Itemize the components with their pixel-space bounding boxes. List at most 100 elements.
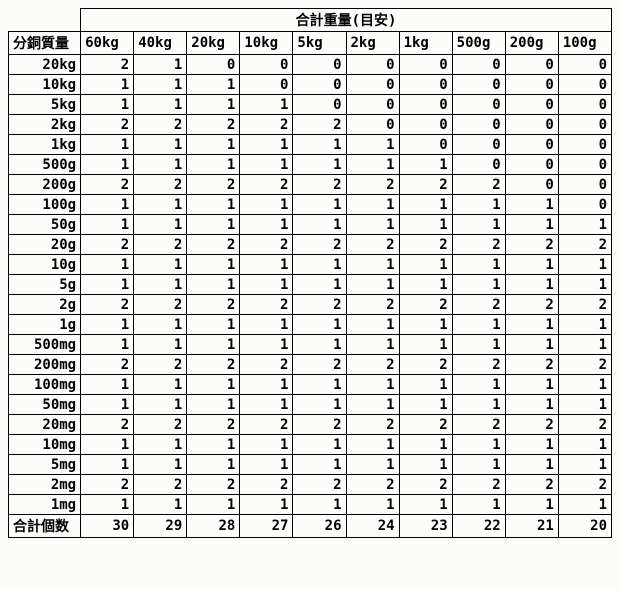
cell-value: 1 (81, 455, 134, 475)
cell-value: 2 (81, 235, 134, 255)
column-header: 5kg (293, 32, 346, 55)
cell-value: 1 (81, 395, 134, 415)
row-label: 200mg (9, 355, 81, 375)
cell-value: 1 (240, 315, 293, 335)
cell-value: 2 (134, 175, 187, 195)
cell-value: 0 (558, 195, 611, 215)
cell-value: 1 (505, 375, 558, 395)
column-header: 100g (558, 32, 611, 55)
cell-value: 1 (293, 395, 346, 415)
cell-value: 0 (558, 155, 611, 175)
cell-value: 2 (187, 115, 240, 135)
cell-value: 2 (293, 475, 346, 495)
cell-value: 1 (399, 195, 452, 215)
cell-value: 2 (452, 295, 505, 315)
cell-value: 1 (240, 335, 293, 355)
row-label: 50g (9, 215, 81, 235)
cell-value: 1 (399, 495, 452, 515)
cell-value: 1 (81, 275, 134, 295)
row-label: 2mg (9, 475, 81, 495)
column-header: 1kg (399, 32, 452, 55)
cell-value: 1 (187, 75, 240, 95)
cell-value: 2 (293, 355, 346, 375)
cell-value: 1 (346, 315, 399, 335)
cell-value: 2 (293, 175, 346, 195)
cell-value: 1 (240, 95, 293, 115)
cell-value: 1 (505, 495, 558, 515)
total-cell: 28 (187, 515, 240, 538)
cell-value: 2 (505, 235, 558, 255)
table-row: 2kg2222200000 (9, 115, 612, 135)
total-cell: 24 (346, 515, 399, 538)
cell-value: 0 (505, 95, 558, 115)
corner-blank (9, 9, 81, 32)
cell-value: 1 (558, 255, 611, 275)
cell-value: 0 (293, 95, 346, 115)
table-row: 1kg1111110000 (9, 135, 612, 155)
cell-value: 1 (346, 275, 399, 295)
cell-value: 1 (81, 135, 134, 155)
cell-value: 1 (134, 375, 187, 395)
row-label: 1kg (9, 135, 81, 155)
cell-value: 2 (134, 295, 187, 315)
table-row: 20mg2222222222 (9, 415, 612, 435)
cell-value: 1 (187, 275, 240, 295)
cell-value: 1 (452, 435, 505, 455)
cell-value: 1 (346, 135, 399, 155)
cell-value: 0 (399, 115, 452, 135)
cell-value: 2 (346, 355, 399, 375)
cell-value: 0 (452, 135, 505, 155)
cell-value: 1 (558, 335, 611, 355)
cell-value: 1 (346, 195, 399, 215)
cell-value: 1 (558, 495, 611, 515)
cell-value: 0 (558, 175, 611, 195)
cell-value: 2 (240, 235, 293, 255)
cell-value: 2 (134, 355, 187, 375)
cell-value: 1 (81, 435, 134, 455)
cell-value: 1 (399, 215, 452, 235)
cell-value: 0 (505, 55, 558, 75)
row-label: 10kg (9, 75, 81, 95)
cell-value: 2 (187, 175, 240, 195)
total-cell: 27 (240, 515, 293, 538)
cell-value: 2 (399, 355, 452, 375)
cell-value: 0 (399, 75, 452, 95)
table-row: 200mg2222222222 (9, 355, 612, 375)
cell-value: 2 (187, 475, 240, 495)
total-cell: 20 (558, 515, 611, 538)
cell-value: 2 (240, 355, 293, 375)
row-label: 1g (9, 315, 81, 335)
table-row: 500g1111111000 (9, 155, 612, 175)
cell-value: 1 (452, 255, 505, 275)
total-row-label: 合計個数 (9, 515, 81, 538)
cell-value: 1 (81, 495, 134, 515)
table-row: 20g2222222222 (9, 235, 612, 255)
cell-value: 2 (505, 475, 558, 495)
cell-value: 1 (293, 315, 346, 335)
cell-value: 1 (558, 215, 611, 235)
cell-value: 0 (187, 55, 240, 75)
cell-value: 1 (399, 395, 452, 415)
cell-value: 1 (81, 195, 134, 215)
cell-value: 1 (134, 455, 187, 475)
cell-value: 1 (81, 155, 134, 175)
cell-value: 2 (187, 295, 240, 315)
cell-value: 0 (399, 95, 452, 115)
cell-value: 0 (452, 95, 505, 115)
cell-value: 0 (505, 135, 558, 155)
cell-value: 1 (134, 75, 187, 95)
cell-value: 1 (293, 155, 346, 175)
total-cell: 22 (452, 515, 505, 538)
cell-value: 1 (187, 375, 240, 395)
cell-value: 2 (81, 355, 134, 375)
cell-value: 2 (81, 475, 134, 495)
cell-value: 2 (452, 235, 505, 255)
cell-value: 1 (452, 495, 505, 515)
cell-value: 2 (134, 475, 187, 495)
cell-value: 2 (452, 355, 505, 375)
cell-value: 0 (293, 75, 346, 95)
cell-value: 0 (452, 155, 505, 175)
cell-value: 0 (346, 115, 399, 135)
total-cell: 23 (399, 515, 452, 538)
cell-value: 1 (134, 275, 187, 295)
